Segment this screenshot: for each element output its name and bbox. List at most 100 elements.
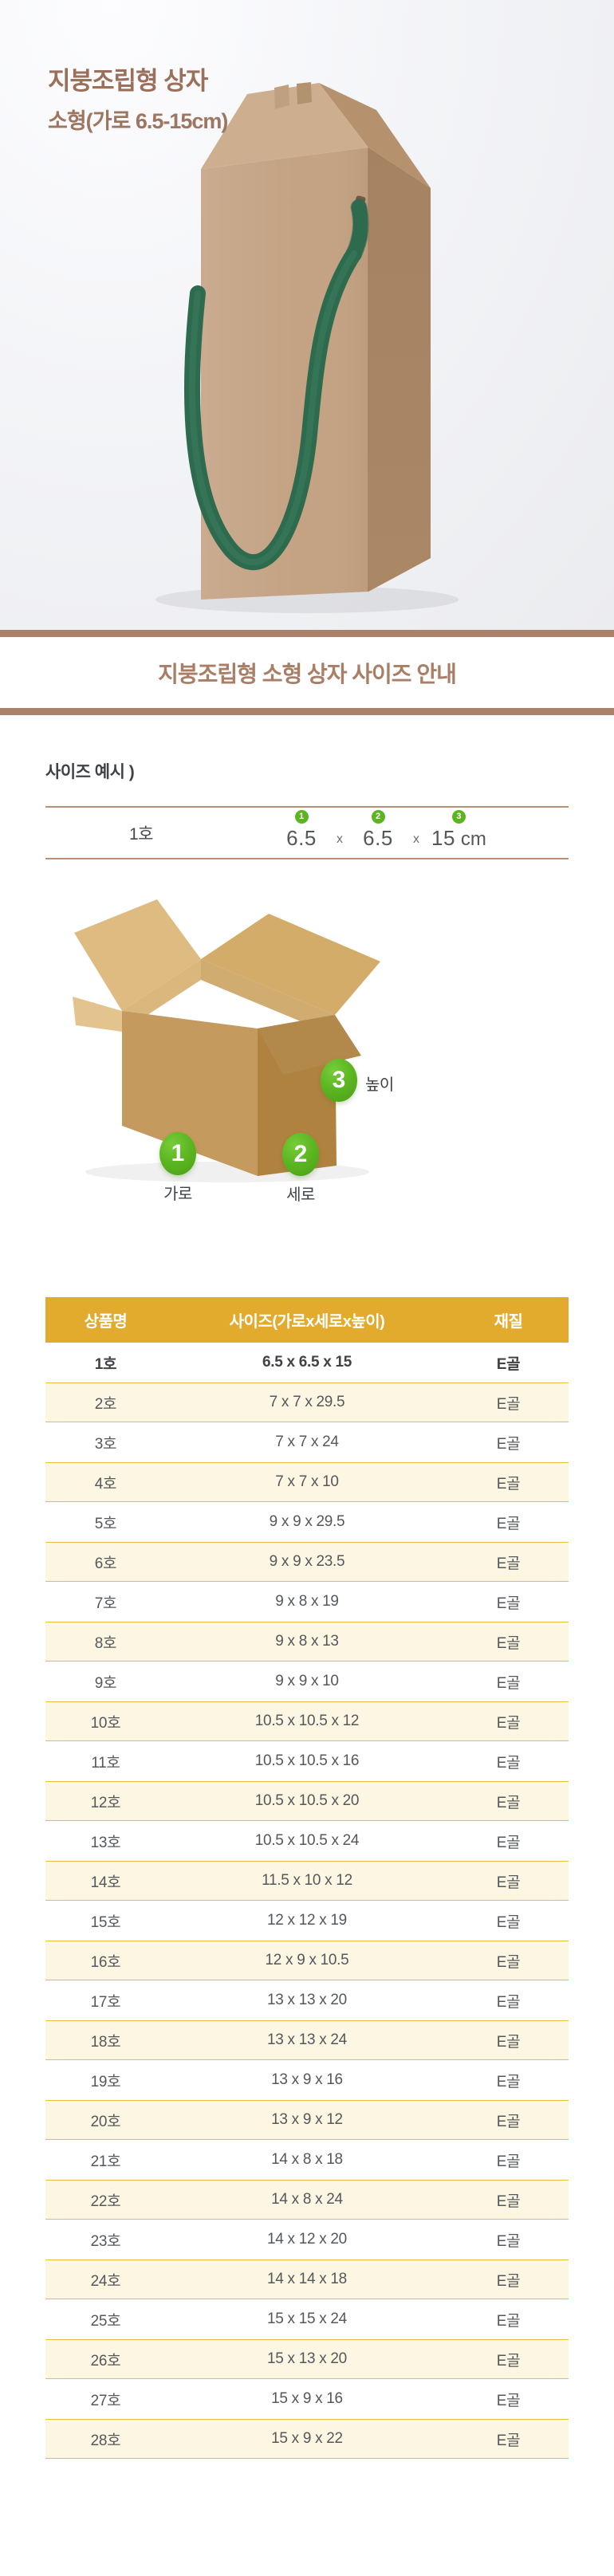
table-cell-name: 1호 xyxy=(94,1355,117,1373)
table-row: 18호 13 x 13 x 24 E골 xyxy=(45,2020,569,2060)
table-cell-name: 2호 xyxy=(94,1395,117,1413)
table-cell-size: 15 x 9 x 22 xyxy=(271,2430,343,2447)
table-cell-size: 13 x 9 x 12 xyxy=(271,2111,343,2128)
table-cell-name: 26호 xyxy=(90,2352,121,2370)
table-cell-material: E골 xyxy=(496,2352,521,2370)
table-cell-size: 12 x 9 x 10.5 xyxy=(265,1952,349,1968)
table-row: 1호 6.5 x 6.5 x 15 E골 xyxy=(45,1343,569,1382)
table-cell-size: 10.5 x 10.5 x 12 xyxy=(254,1713,360,1729)
header-product-name: 상품명 xyxy=(84,1313,128,1331)
table-cell-name: 16호 xyxy=(90,1953,121,1971)
table-row: 13호 10.5 x 10.5 x 24 E골 xyxy=(45,1821,569,1861)
bottom-spacer xyxy=(0,2459,614,2576)
table-row: 10호 10.5 x 10.5 x 12 E골 xyxy=(45,1701,569,1741)
table-cell-name: 5호 xyxy=(94,1515,117,1532)
measure-depth: 2 6.5 xyxy=(355,810,401,851)
measure-width: 1 6.5 xyxy=(278,810,325,851)
table-cell-size: 7 x 7 x 10 xyxy=(275,1473,339,1490)
table-cell-name: 11호 xyxy=(91,1754,120,1772)
table-row: 24호 14 x 14 x 18 E골 xyxy=(45,2259,569,2299)
open-box-diagram-illustration xyxy=(73,899,380,1182)
diagram-badge-3: 3 xyxy=(321,1059,357,1102)
diagram-label-width: 가로 xyxy=(163,1186,192,1203)
header-size: 사이즈(가로x세로x높이) xyxy=(229,1313,385,1331)
measure-value: 6.5 xyxy=(363,826,393,850)
table-cell-size: 9 x 9 x 23.5 xyxy=(269,1553,345,1570)
table-cell-size: 13 x 13 x 20 xyxy=(267,1992,347,2008)
table-cell-material: E골 xyxy=(496,2073,521,2090)
badge-1-icon: 1 xyxy=(294,810,309,824)
table-cell-name: 27호 xyxy=(90,2392,121,2409)
title-block: 지붕조립형 상자 소형(가로 6.5-15cm) xyxy=(48,61,228,135)
table-cell-size: 13 x 13 x 24 xyxy=(267,2031,347,2048)
badge-3-icon: 3 xyxy=(451,810,466,824)
table-cell-size: 15 x 15 x 24 xyxy=(267,2311,347,2327)
measure-value: 15 xyxy=(431,826,455,850)
table-cell-name: 3호 xyxy=(94,1435,117,1453)
table-cell-material: E골 xyxy=(496,2153,521,2170)
size-table-body: 1호 6.5 x 6.5 x 15 E골 2호 7 x 7 x 29.5 E골 3호 7 x … xyxy=(45,1343,569,2459)
table-cell-name: 20호 xyxy=(90,2113,121,2130)
table-row: 3호 7 x 7 x 24 E골 xyxy=(45,1422,569,1462)
table-cell-material: E골 xyxy=(496,1794,521,1811)
table-cell-material: E골 xyxy=(496,1555,521,1572)
table-row: 12호 10.5 x 10.5 x 20 E골 xyxy=(45,1781,569,1821)
table-row: 11호 10.5 x 10.5 x 16 E골 xyxy=(45,1741,569,1781)
table-cell-material: E골 xyxy=(496,1754,521,1772)
table-cell-name: 9호 xyxy=(94,1674,117,1692)
table-cell-material: E골 xyxy=(496,1475,521,1493)
measure-separator: x xyxy=(413,832,419,846)
table-cell-size: 13 x 9 x 16 xyxy=(271,2071,343,2088)
table-row: 28호 15 x 9 x 22 E골 xyxy=(45,2419,569,2459)
table-cell-name: 17호 xyxy=(90,1993,121,2011)
table-cell-material: E골 xyxy=(496,1913,521,1931)
divider-bar-top xyxy=(0,630,614,637)
table-cell-material: E골 xyxy=(496,2312,521,2330)
table-cell-name: 12호 xyxy=(90,1794,121,1811)
table-cell-size: 6.5 x 6.5 x 15 xyxy=(262,1354,352,1371)
measure-unit: cm xyxy=(460,828,486,850)
table-row: 22호 14 x 8 x 24 E골 xyxy=(45,2180,569,2220)
table-row: 9호 9 x 9 x 10 E골 xyxy=(45,1662,569,1701)
table-cell-material: E골 xyxy=(496,1993,521,2011)
table-cell-name: 13호 xyxy=(90,1834,121,1851)
table-cell-material: E골 xyxy=(496,1355,521,1373)
table-cell-material: E골 xyxy=(496,2232,521,2250)
table-cell-size: 11.5 x 10 x 12 xyxy=(262,1872,352,1889)
table-cell-size: 9 x 9 x 10 xyxy=(275,1673,339,1689)
table-cell-material: E골 xyxy=(496,1395,521,1413)
table-row: 15호 12 x 12 x 19 E골 xyxy=(45,1901,569,1941)
table-row: 8호 9 x 8 x 13 E골 xyxy=(45,1622,569,1662)
product-photo-section: 지붕조립형 상자 소형(가로 6.5-15cm) xyxy=(0,0,614,630)
diagram-badge-2: 2 xyxy=(282,1133,319,1176)
size-table: 상품명 사이즈(가로x세로x높이) 재질 1호 6.5 x 6.5 x 15 E골 2… xyxy=(45,1297,569,2459)
table-cell-size: 10.5 x 10.5 x 20 xyxy=(254,1792,360,1809)
table-cell-name: 25호 xyxy=(90,2312,121,2330)
table-cell-material: E골 xyxy=(496,1714,521,1732)
table-cell-name: 18호 xyxy=(90,2033,121,2051)
table-row: 6호 9 x 9 x 23.5 E골 xyxy=(45,1542,569,1582)
table-cell-size: 14 x 8 x 18 xyxy=(271,2151,343,2168)
section-heading: 지붕조립형 소형 상자 사이즈 안내 xyxy=(0,637,614,708)
size-example-measures: 1 6.5 x 2 6.5 x 3 15 cm xyxy=(237,808,486,858)
table-row: 7호 9 x 8 x 19 E골 xyxy=(45,1582,569,1622)
table-row: 4호 7 x 7 x 10 E골 xyxy=(45,1462,569,1502)
table-cell-material: E골 xyxy=(496,1595,521,1612)
table-cell-material: E골 xyxy=(496,1834,521,1851)
measure-height: 3 15 cm xyxy=(431,810,486,851)
header-material: 재질 xyxy=(494,1313,523,1331)
table-row: 16호 12 x 9 x 10.5 E골 xyxy=(45,1941,569,1980)
table-cell-material: E골 xyxy=(496,2432,521,2449)
table-cell-material: E골 xyxy=(496,1634,521,1652)
table-cell-size: 7 x 7 x 29.5 xyxy=(269,1394,345,1410)
table-cell-size: 9 x 9 x 29.5 xyxy=(269,1513,345,1530)
table-row: 23호 14 x 12 x 20 E골 xyxy=(45,2220,569,2259)
table-cell-material: E골 xyxy=(496,1435,521,1453)
table-cell-size: 14 x 14 x 18 xyxy=(267,2271,347,2287)
diagram-label-height: 높이 xyxy=(365,1076,394,1094)
table-row: 21호 14 x 8 x 18 E골 xyxy=(45,2140,569,2180)
badge-2-icon: 2 xyxy=(371,810,385,824)
diagram-badge-1: 1 xyxy=(159,1132,196,1175)
table-cell-material: E골 xyxy=(496,2392,521,2409)
table-cell-size: 7 x 7 x 24 xyxy=(275,1434,339,1450)
